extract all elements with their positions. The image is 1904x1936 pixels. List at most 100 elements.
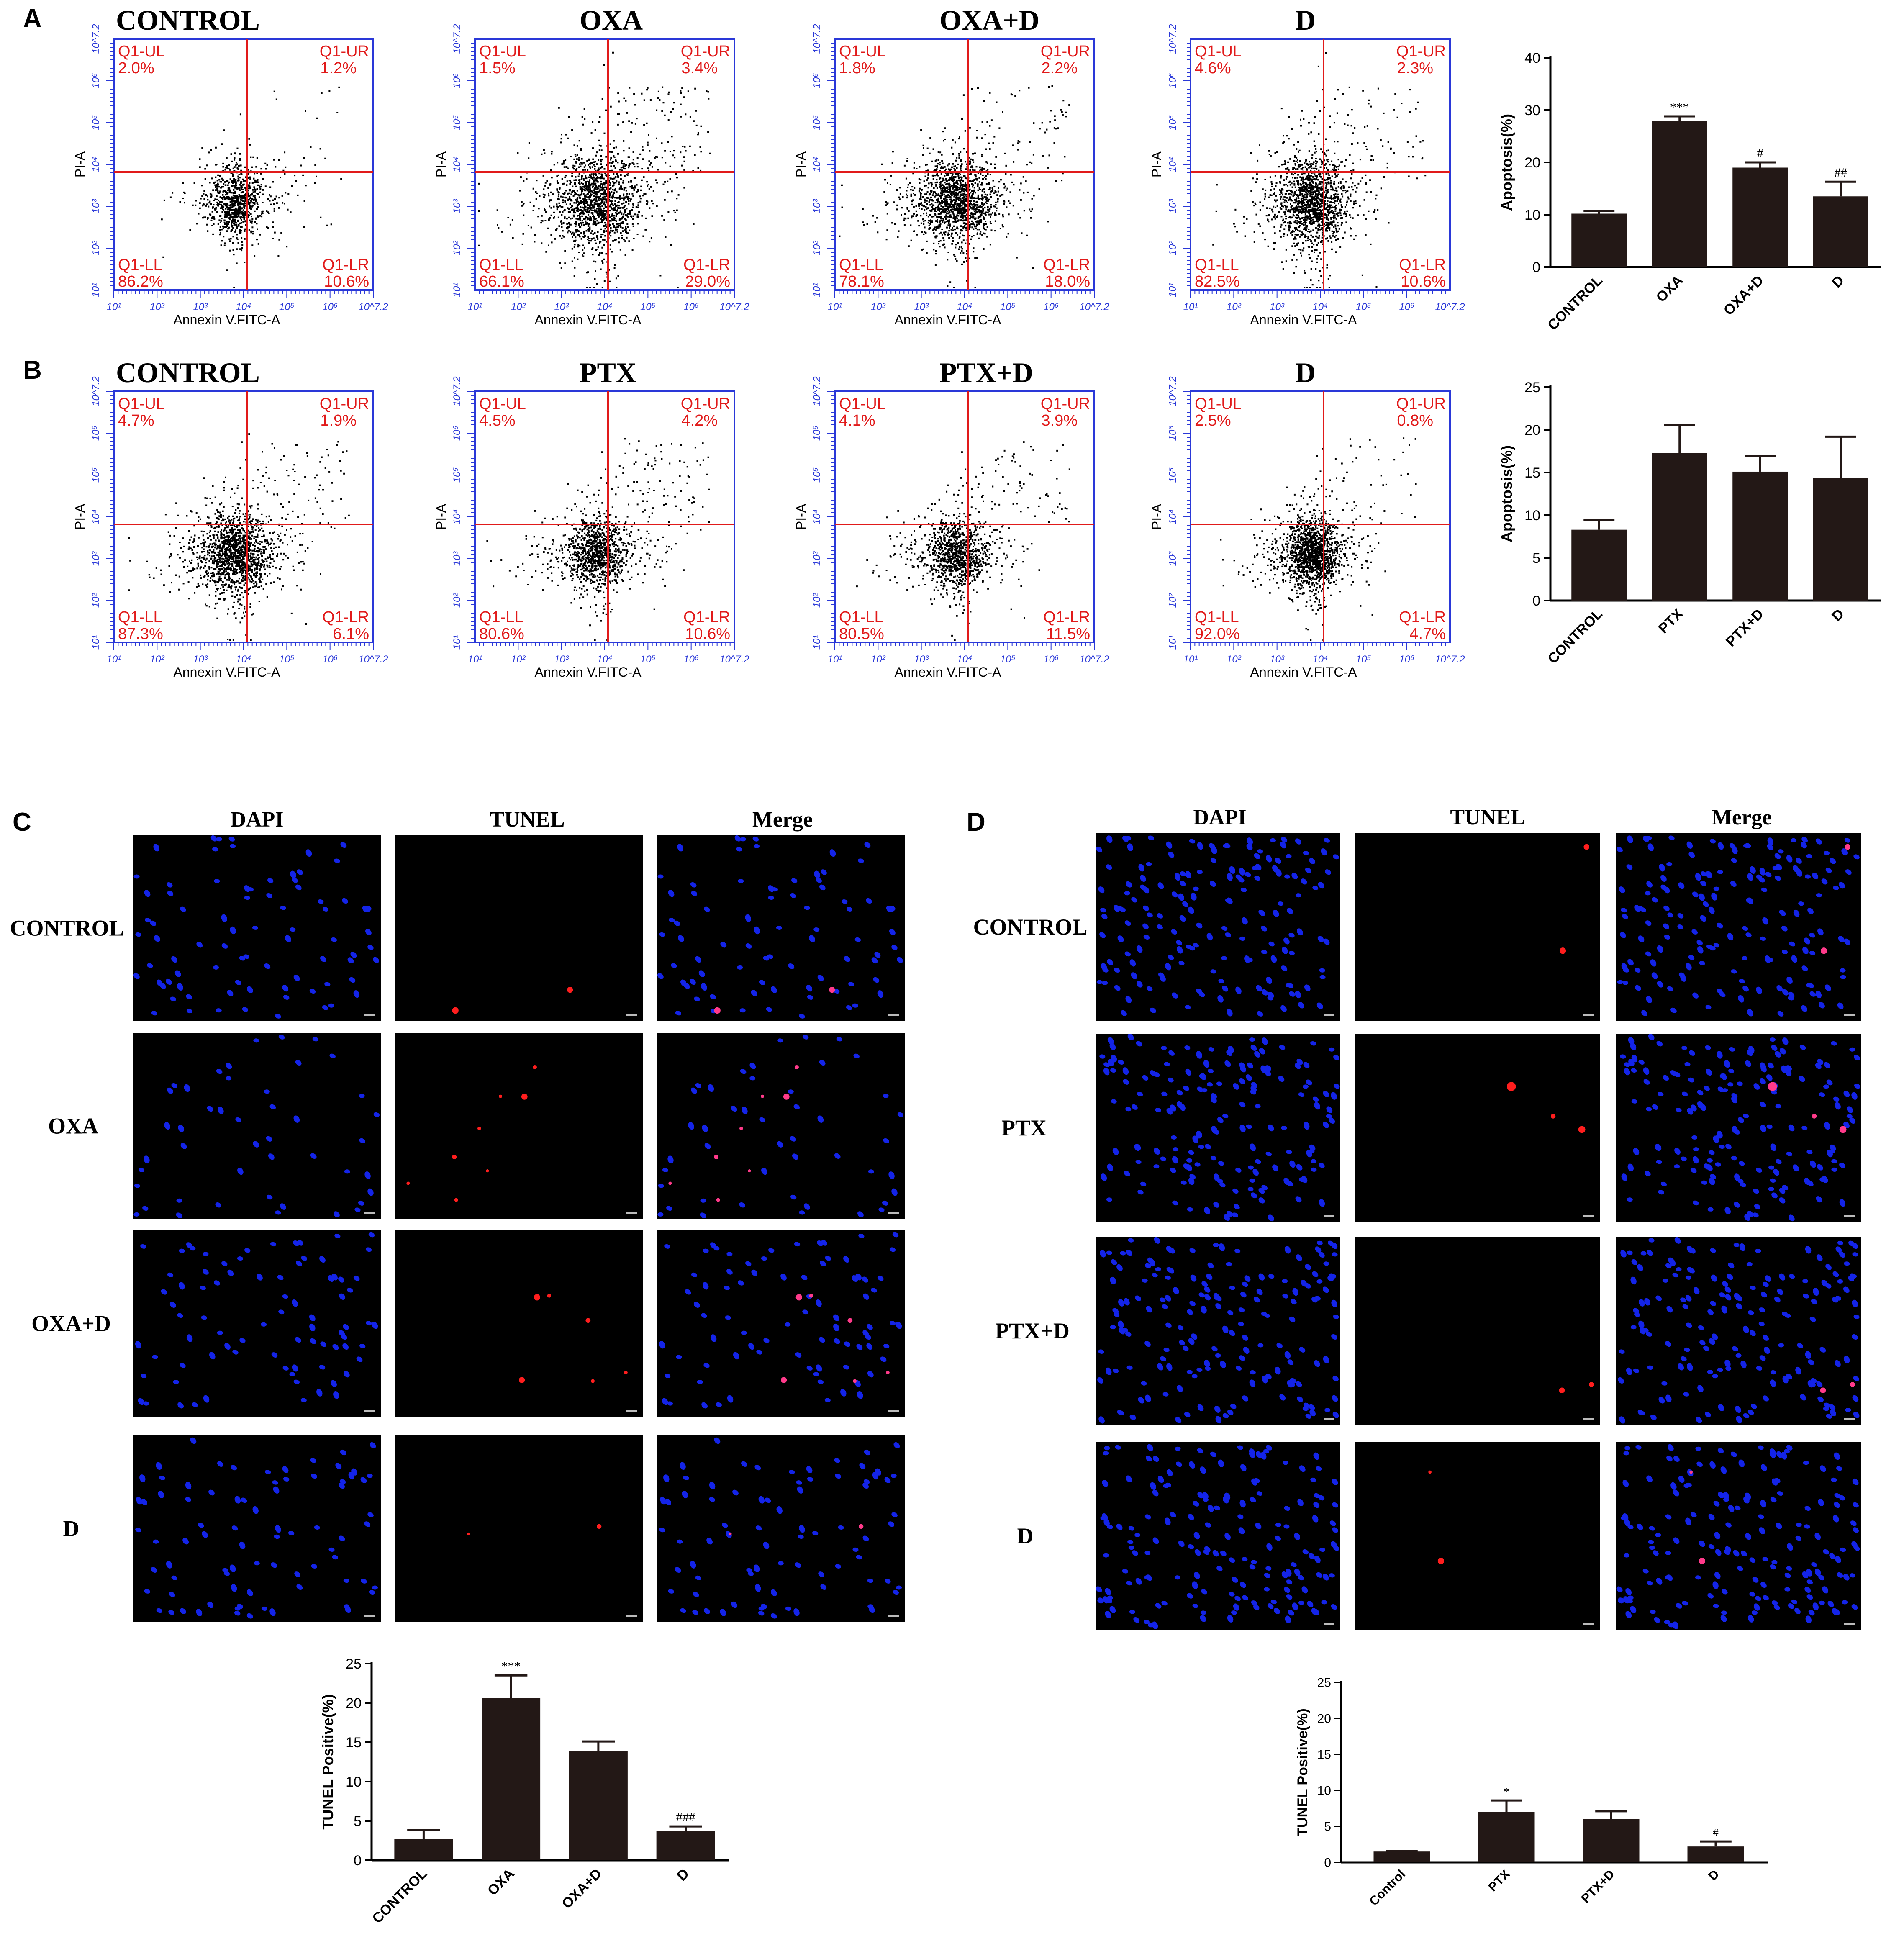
x-tick-label: 10⁶ — [1043, 654, 1059, 665]
quadrant-name-ul: Q1-UL — [118, 395, 165, 413]
micrograph-background — [1355, 833, 1600, 1021]
y-tick-label: 25 — [346, 1656, 362, 1672]
micrograph-tile-tunel — [395, 835, 643, 1021]
micrograph-background — [395, 1033, 643, 1219]
y-tick-label: 10^7.2 — [452, 24, 463, 54]
flow-plot-B-1: PTX 10¹ 10² 10³ 10⁴ 10⁵ 10⁶ 10^7.2 10¹ 10² 10³ 10⁴ 1… — [434, 357, 749, 680]
y-tick-label: 10^7.2 — [811, 376, 823, 406]
x-tick-label: 10² — [871, 654, 886, 665]
y-tick-label: 10³ — [90, 199, 102, 214]
y-tick-label: 30 — [1524, 103, 1540, 118]
y-tick-label: 10² — [811, 241, 823, 256]
x-tick-label: 10⁶ — [683, 301, 699, 313]
x-tick-label: 10¹ — [1183, 301, 1198, 313]
quadrant-name-ll: Q1-LL — [479, 609, 523, 626]
bar — [1732, 167, 1788, 267]
tunel-positive-cell — [1589, 1382, 1594, 1387]
dapi-nuclei — [1099, 1034, 1340, 1222]
tunel-positive-cell — [467, 1532, 470, 1535]
flow-plot-title: D — [1295, 4, 1316, 36]
tunel-positive-cell — [761, 1094, 764, 1098]
tunel-positive-cell — [1845, 844, 1851, 850]
tunel-positive-cell — [585, 1318, 591, 1323]
tunel-positive-cell — [452, 1155, 457, 1160]
micrograph-tile-dapi — [133, 835, 381, 1021]
flow-y-axis-label: PI-A — [1149, 503, 1164, 530]
quadrant-name-ul: Q1-UL — [479, 395, 526, 413]
x-tick-label: 10^7.2 — [1079, 301, 1109, 313]
scale-bar — [1583, 1014, 1594, 1016]
micrograph-background — [1616, 1237, 1861, 1425]
y-tick-label: 10⁶ — [90, 73, 102, 89]
micrograph-background — [1096, 833, 1340, 1021]
quadrant-name-ll: Q1-LL — [1195, 256, 1239, 274]
flow-plot-A-1: OXA 10¹ 10² 10³ 10⁴ 10⁵ 10⁶ 10^7.2 10¹ 10² 10³ 10⁴ 1… — [434, 4, 749, 327]
tunel-positive-cell — [597, 1524, 602, 1529]
x-tick-label: 10⁶ — [1399, 654, 1414, 665]
y-tick-label: 10⁵ — [1167, 467, 1178, 483]
x-tick-label: OXA — [1653, 272, 1686, 306]
scale-bar — [1844, 1014, 1855, 1016]
flow-events — [839, 85, 1070, 289]
y-tick-label: 10⁵ — [90, 115, 102, 131]
y-tick-label: 5 — [354, 1813, 362, 1829]
quadrant-value-lr: 10.6% — [685, 625, 730, 643]
tunel-positive-cell — [886, 1371, 890, 1374]
x-tick-label: 10⁵ — [1000, 301, 1016, 313]
y-tick-label: 10⁵ — [1167, 115, 1178, 131]
quadrant-name-lr: Q1-LR — [683, 609, 730, 626]
quadrant-name-ll: Q1-LL — [839, 609, 883, 626]
flow-y-axis-label: PI-A — [793, 151, 808, 177]
quadrant-name-ll: Q1-LL — [118, 256, 162, 274]
y-tick-label: 10⁵ — [811, 115, 823, 131]
quadrant-name-ul: Q1-UL — [118, 43, 165, 60]
tunel-positive-cell — [486, 1169, 489, 1173]
y-axis-label: Apoptosis(%) — [1498, 445, 1515, 542]
micrograph-background — [1616, 833, 1861, 1021]
quadrant-value-ll: 66.1% — [479, 273, 524, 290]
bar — [1571, 213, 1627, 267]
tunel-positive-cell — [534, 1294, 540, 1301]
flow-events — [486, 438, 710, 641]
quadrant-name-lr: Q1-LR — [1399, 609, 1446, 626]
y-tick-label: 10⁴ — [90, 509, 102, 524]
y-tick-label: 20 — [1524, 155, 1540, 171]
bar — [1583, 1819, 1640, 1862]
scale-bar — [626, 1615, 637, 1617]
flow-plot-frame — [474, 390, 735, 643]
x-tick-label: 10⁶ — [683, 654, 699, 665]
quadrant-name-lr: Q1-LR — [683, 256, 730, 274]
micrograph-tile-tunel — [1355, 833, 1600, 1021]
micrograph-background — [1096, 1237, 1340, 1425]
y-axis-label: TUNEL Positive(%) — [1295, 1708, 1311, 1836]
significance-label: # — [1713, 1826, 1719, 1839]
quadrant-value-ul: 4.5% — [479, 412, 516, 429]
flow-plot-frame — [1190, 38, 1451, 291]
dapi-nuclei — [657, 835, 903, 1019]
y-tick-label: 10^7.2 — [90, 376, 102, 406]
tunel-positive-cell — [521, 1094, 528, 1100]
tunel-positive-cell — [853, 1379, 857, 1383]
x-tick-label: 10² — [511, 654, 526, 665]
micrograph-panel-C: DAPI TUNEL Merge CONTROL OXA OXA+D D — [10, 808, 905, 1622]
quadrant-value-ul: 2.0% — [118, 59, 154, 77]
row-label: D — [1017, 1523, 1034, 1548]
bar-chart-A-bar: 0 10 20 30 40 Apoptosis(%) CONTROL *** OXA # OXA+D… — [1498, 50, 1881, 334]
y-tick-label: 10³ — [90, 551, 102, 566]
scale-bar — [1324, 1418, 1334, 1420]
x-tick-label: 10⁵ — [640, 654, 656, 665]
micrograph-background — [395, 1230, 643, 1417]
tunel-positive-cell — [829, 987, 835, 993]
dapi-nuclei — [1096, 1444, 1339, 1629]
x-tick-label: 10^7.2 — [1435, 301, 1465, 313]
scale-bar — [626, 1410, 637, 1412]
bar — [1571, 529, 1627, 601]
tunel-positive-cell — [1559, 1387, 1565, 1393]
y-tick-label: 10² — [452, 593, 463, 608]
quadrant-name-ul: Q1-UL — [479, 43, 526, 60]
quadrant-name-ur: Q1-UR — [320, 395, 369, 413]
x-tick-label: 10^7.2 — [719, 654, 749, 665]
quadrant-value-lr: 18.0% — [1045, 273, 1090, 290]
column-header-dapi: DAPI — [1193, 806, 1246, 829]
flow-plot-frame — [113, 38, 374, 291]
